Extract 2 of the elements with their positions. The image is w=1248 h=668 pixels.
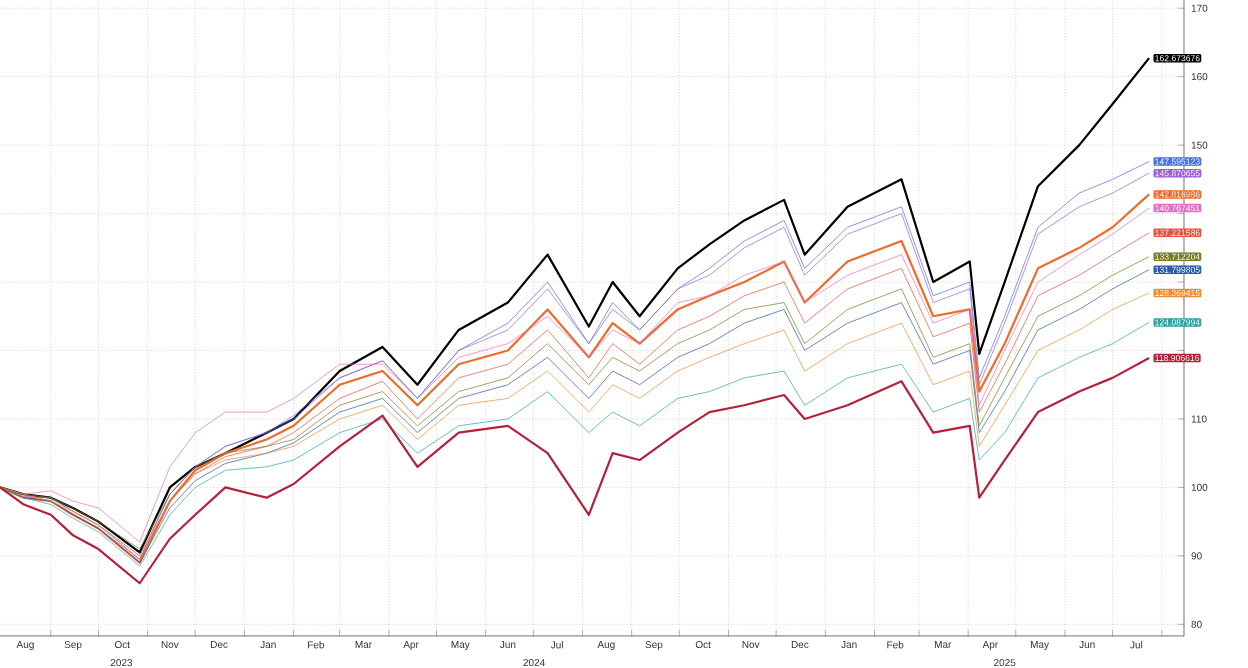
line-series	[0, 57, 1151, 554]
line-series	[0, 356, 1151, 585]
